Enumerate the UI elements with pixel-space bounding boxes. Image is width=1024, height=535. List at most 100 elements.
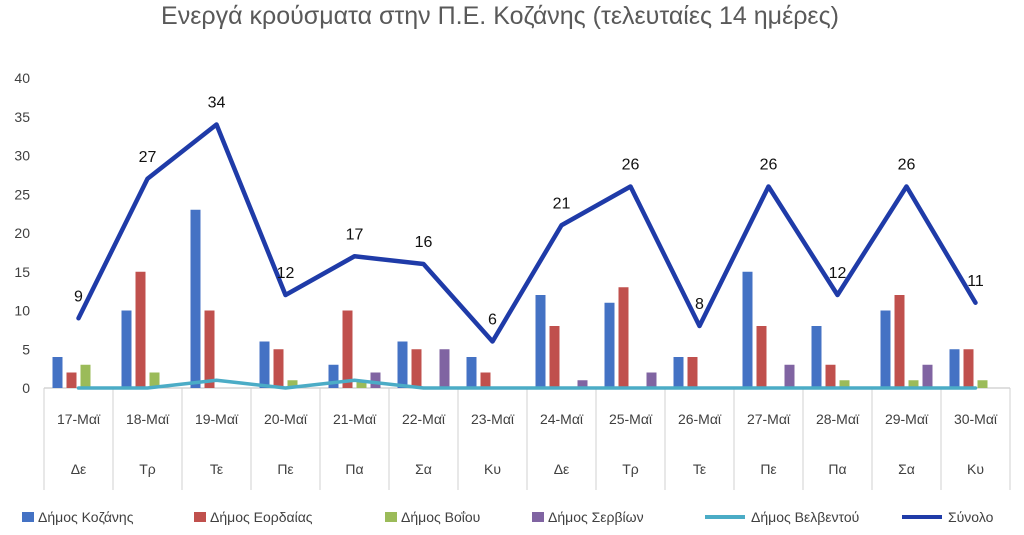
- x-tick-label: 30-Μαϊ: [954, 411, 998, 427]
- weekday-label: Τε: [693, 461, 706, 477]
- x-tick-label: 21-Μαϊ: [333, 411, 377, 427]
- weekday-label: Σα: [415, 461, 432, 477]
- weekday-label: Τρ: [622, 461, 639, 477]
- bar-Δήμος-Σερβίων: [370, 372, 381, 388]
- y-axis: 0 5 10 15 20 25 30 35 40: [14, 70, 30, 396]
- weekday-label: Δε: [554, 461, 570, 477]
- bar-Δήμος-Κοζάνης: [535, 295, 546, 388]
- bar-Δήμος-Κοζάνης: [328, 364, 339, 388]
- x-tick-label: 28-Μαϊ: [816, 411, 860, 427]
- weekday-label: Σα: [898, 461, 915, 477]
- bar-Δήμος-Κοζάνης: [673, 357, 684, 388]
- legend-label: Δήμος Σερβίων: [548, 509, 644, 525]
- weekday-label: Πε: [277, 461, 293, 477]
- x-tick-label: 29-Μαϊ: [885, 411, 929, 427]
- bar-Δήμος-Εορδαίας: [273, 349, 284, 388]
- data-label: 6: [488, 312, 497, 329]
- data-label: 12: [277, 265, 295, 282]
- line-Δήμος-Βελβεντού: [76, 378, 978, 390]
- bar-Δήμος-Εορδαίας: [687, 357, 698, 388]
- data-label: 21: [553, 195, 571, 212]
- bar-Δήμος-Εορδαίας: [894, 295, 905, 388]
- bar-Δήμος-Βοΐου: [80, 364, 91, 388]
- y-tick-label: 25: [14, 186, 30, 202]
- y-tick-label: 5: [22, 341, 30, 357]
- bar-Δήμος-Εορδαίας: [549, 326, 560, 388]
- bar-Δήμος-Εορδαίας: [66, 372, 77, 388]
- bar-Δήμος-Εορδαίας: [135, 271, 146, 388]
- data-label: 26: [898, 157, 916, 174]
- x-tick-label: 26-Μαϊ: [678, 411, 722, 427]
- bar-Δήμος-Κοζάνης: [397, 341, 408, 388]
- data-label: 16: [415, 234, 433, 251]
- x-tick-label: 25-Μαϊ: [609, 411, 653, 427]
- bar-Δήμος-Εορδαίας: [756, 326, 767, 388]
- legend-swatch: [22, 512, 34, 522]
- weekday-label: Πα: [345, 461, 363, 477]
- data-label: 34: [208, 95, 226, 112]
- bar-Δήμος-Σερβίων: [577, 380, 588, 388]
- bar-Δήμος-Βοΐου: [149, 372, 160, 388]
- x-tick-label: 22-Μαϊ: [402, 411, 446, 427]
- bar-Δήμος-Κοζάνης: [880, 310, 891, 388]
- legend: Δήμος Κοζάνης Δήμος Εορδαίας Δήμος Βοΐου Δή…: [22, 509, 994, 525]
- y-tick-label: 15: [14, 264, 30, 280]
- bar-Δήμος-Κοζάνης: [190, 209, 201, 388]
- weekday-label: Δε: [71, 461, 87, 477]
- bar-Δήμος-Σερβίων: [922, 364, 933, 388]
- bar-Δήμος-Βοΐου: [287, 380, 298, 388]
- weekday-label: Πα: [828, 461, 846, 477]
- legend-item: Δήμος Σερβίων: [532, 509, 644, 525]
- legend-item: Δήμος Βοΐου: [385, 509, 480, 525]
- data-label: 12: [829, 265, 847, 282]
- bar-Δήμος-Εορδαίας: [963, 349, 974, 388]
- x-tick-label: 23-Μαϊ: [471, 411, 515, 427]
- bar-Δήμος-Κοζάνης: [121, 310, 132, 388]
- legend-label: Δήμος Εορδαίας: [210, 509, 313, 525]
- legend-swatch: [385, 512, 397, 522]
- bar-Δήμος-Βοΐου: [908, 380, 919, 388]
- legend-item: Δήμος Εορδαίας: [194, 509, 313, 525]
- y-tick-label: 30: [14, 148, 30, 164]
- bar-Δήμος-Κοζάνης: [466, 357, 477, 388]
- bar-Δήμος-Σερβίων: [646, 372, 657, 388]
- bar-Δήμος-Κοζάνης: [949, 349, 960, 388]
- weekday-label: Κυ: [484, 461, 501, 477]
- x-tick-label: 24-Μαϊ: [540, 411, 584, 427]
- weekday-label: Κυ: [967, 461, 984, 477]
- data-label: 11: [967, 273, 984, 290]
- x-tick-label: 27-Μαϊ: [747, 411, 791, 427]
- bar-Δήμος-Κοζάνης: [604, 302, 615, 388]
- legend-item: Δήμος Βελβεντού: [705, 509, 859, 525]
- line-Σύνολο: [76, 122, 978, 344]
- bar-Δήμος-Κοζάνης: [259, 341, 270, 388]
- y-tick-label: 20: [14, 225, 30, 241]
- bar-Δήμος-Σερβίων: [439, 349, 450, 388]
- bar-Δήμος-Κοζάνης: [811, 326, 822, 388]
- x-tick-label: 17-Μαϊ: [57, 411, 101, 427]
- bar-Δήμος-Εορδαίας: [204, 310, 215, 388]
- y-tick-label: 0: [22, 380, 30, 396]
- x-tick-label: 19-Μαϊ: [195, 411, 239, 427]
- data-label: 17: [346, 226, 364, 243]
- bar-Δήμος-Εορδαίας: [618, 287, 629, 388]
- lines-layer: [76, 122, 978, 390]
- x-tick-label: 18-Μαϊ: [126, 411, 170, 427]
- data-labels-layer: 9 27 34 12 17 16 6 21 26 8 26 12 26 11: [74, 95, 984, 329]
- legend-swatch: [194, 512, 206, 522]
- legend-item: Δήμος Κοζάνης: [22, 509, 134, 525]
- data-label: 27: [139, 149, 157, 166]
- bar-Δήμος-Κοζάνης: [52, 357, 63, 388]
- bar-Δήμος-Εορδαίας: [342, 310, 353, 388]
- bars-layer: [52, 209, 988, 388]
- bar-Δήμος-Εορδαίας: [411, 349, 422, 388]
- legend-label: Δήμος Βοΐου: [401, 509, 480, 525]
- legend-swatch: [532, 512, 544, 522]
- data-label: 26: [760, 157, 778, 174]
- y-tick-label: 10: [14, 303, 30, 319]
- bar-Δήμος-Βοΐου: [356, 380, 367, 388]
- y-tick-label: 35: [14, 109, 30, 125]
- bar-Δήμος-Εορδαίας: [825, 364, 836, 388]
- y-tick-label: 40: [14, 70, 30, 86]
